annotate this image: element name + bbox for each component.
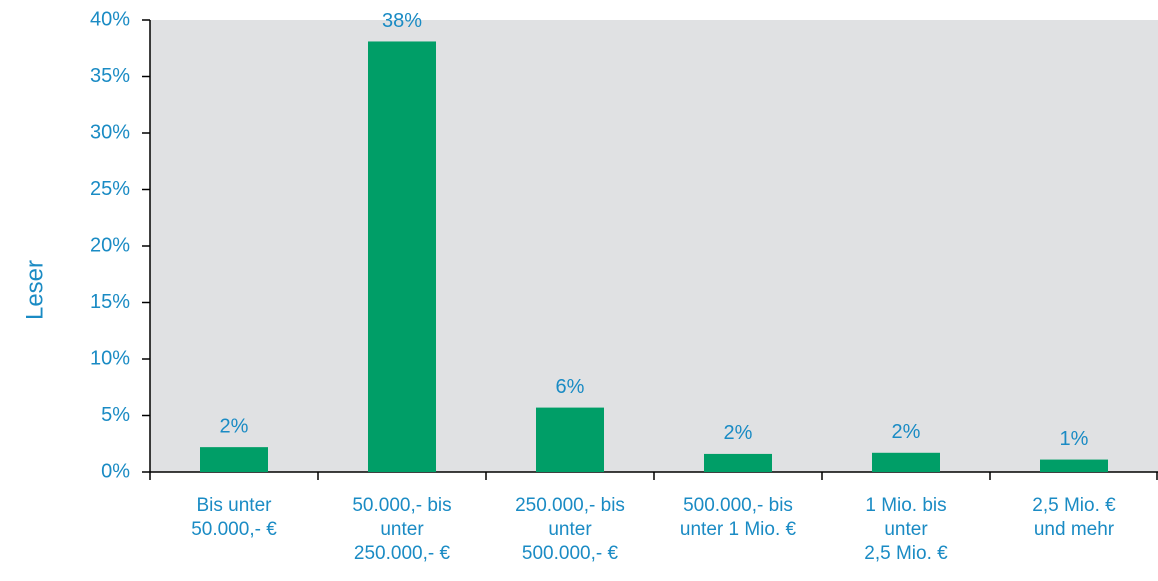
value-label: 2%: [220, 415, 249, 437]
bar: [704, 453, 772, 472]
y-tick-label: 10%: [90, 347, 130, 369]
value-label: 6%: [556, 376, 585, 398]
x-tick-label-box: 1 Mio. bis unter 2,5 Mio. €: [864, 495, 948, 564]
plot-area: [150, 20, 1158, 472]
x-tick-label-box: 500.000,- bis unter 1 Mio. €: [679, 495, 797, 540]
x-tick-label-box: 50.000,- bis unter 250.000,- €: [352, 495, 452, 564]
y-tick-label: 40%: [90, 8, 130, 30]
y-tick-label: 0%: [101, 460, 130, 482]
x-tick-label: 1 Mio. bis unter 2,5 Mio. €: [864, 495, 948, 564]
value-label: 38%: [382, 10, 422, 32]
x-tick-label-box: Bis unter 50.000,- €: [191, 495, 277, 540]
y-tick-label: 20%: [90, 234, 130, 256]
x-tick-label-box: 250.000,- bis unter 500.000,- €: [515, 495, 625, 564]
value-label: 2%: [724, 422, 753, 444]
x-tick-label: 2,5 Mio. € und mehr: [1032, 495, 1116, 540]
bar: [872, 452, 940, 472]
x-tick-label: 500.000,- bis unter 1 Mio. €: [679, 495, 797, 540]
x-tick-label: Bis unter 50.000,- €: [191, 495, 277, 540]
y-tick-label: 25%: [90, 178, 130, 200]
y-tick-label: 5%: [101, 404, 130, 426]
value-label: 2%: [892, 421, 921, 443]
x-tick-label: 50.000,- bis unter 250.000,- €: [352, 495, 452, 564]
x-tick-label-box: 2,5 Mio. € und mehr: [1032, 495, 1116, 540]
bar: [1040, 459, 1108, 472]
y-axis-label: Leser: [21, 260, 48, 320]
bar: [368, 41, 436, 472]
y-tick-label: 15%: [90, 291, 130, 313]
x-tick-label: 250.000,- bis unter 500.000,- €: [515, 495, 625, 564]
bar: [200, 447, 268, 472]
value-label: 1%: [1060, 428, 1089, 450]
y-tick-label: 30%: [90, 121, 130, 143]
y-tick-label: 35%: [90, 65, 130, 87]
bar: [536, 407, 604, 472]
